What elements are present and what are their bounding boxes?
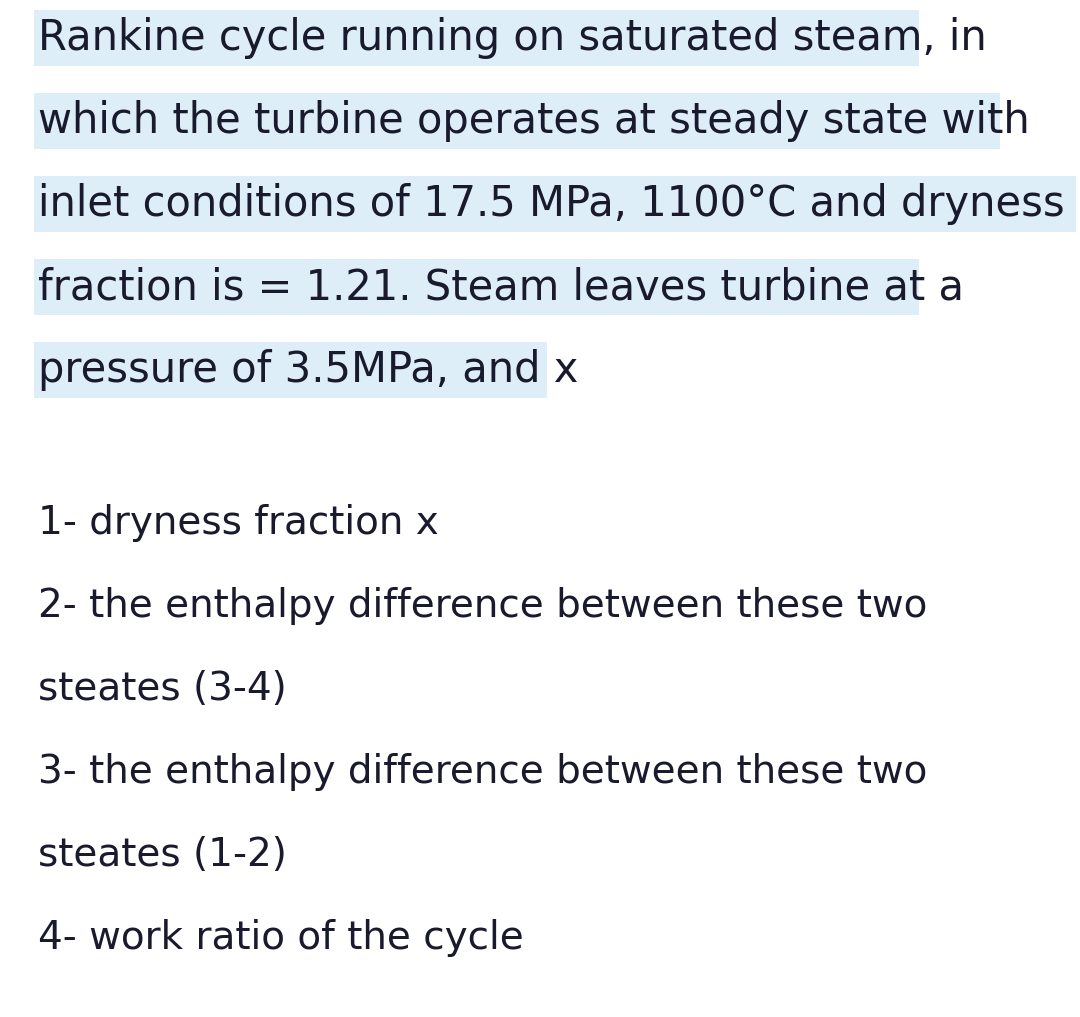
FancyBboxPatch shape — [33, 342, 546, 399]
FancyBboxPatch shape — [33, 9, 919, 66]
FancyBboxPatch shape — [33, 258, 919, 315]
FancyBboxPatch shape — [33, 176, 1076, 233]
Text: inlet conditions of 17.5 MPa, 1100°C and dryness: inlet conditions of 17.5 MPa, 1100°C and… — [38, 183, 1065, 225]
Text: Rankine cycle running on saturated steam, in: Rankine cycle running on saturated steam… — [38, 17, 987, 59]
Text: 1- dryness fraction x: 1- dryness fraction x — [38, 504, 438, 542]
Text: pressure of 3.5MPa, and x: pressure of 3.5MPa, and x — [38, 349, 579, 391]
Text: 4- work ratio of the cycle: 4- work ratio of the cycle — [38, 919, 524, 957]
FancyBboxPatch shape — [33, 93, 1000, 149]
Text: fraction is = 1.21. Steam leaves turbine at a: fraction is = 1.21. Steam leaves turbine… — [38, 266, 964, 308]
Text: steates (3-4): steates (3-4) — [38, 670, 287, 708]
Text: which the turbine operates at steady state with: which the turbine operates at steady sta… — [38, 100, 1029, 142]
Text: 2- the enthalpy difference between these two: 2- the enthalpy difference between these… — [38, 587, 928, 625]
Text: 3- the enthalpy difference between these two: 3- the enthalpy difference between these… — [38, 753, 928, 791]
Text: steates (1-2): steates (1-2) — [38, 836, 287, 874]
